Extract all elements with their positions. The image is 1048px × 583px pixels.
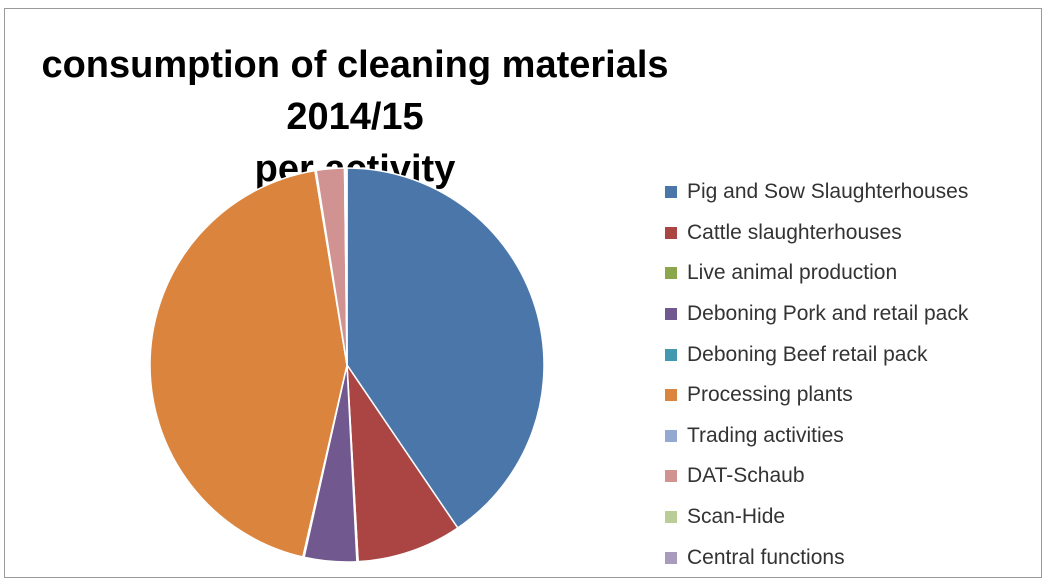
legend-item: DAT-Schaub xyxy=(665,456,968,497)
legend-label: Pig and Sow Slaughterhouses xyxy=(687,180,969,204)
legend-label: Cattle slaughterhouses xyxy=(687,220,902,244)
legend-label: DAT-Schaub xyxy=(687,464,805,488)
legend-swatch xyxy=(665,348,677,361)
legend-label: Trading activities xyxy=(687,423,844,447)
legend-item: Trading activities xyxy=(665,416,968,457)
legend-label: Deboning Beef retail pack xyxy=(687,342,928,366)
legend-swatch xyxy=(665,429,677,442)
pie-chart xyxy=(149,167,545,563)
legend-swatch xyxy=(665,389,677,402)
legend-swatch xyxy=(665,267,677,280)
legend-item: Deboning Beef retail pack xyxy=(665,334,968,375)
pie-slice-6 xyxy=(149,169,348,558)
legend-item: Pig and Sow Slaughterhouses xyxy=(665,172,968,213)
legend-item: Scan-Hide xyxy=(665,497,968,538)
legend-item: Central functions xyxy=(665,537,968,578)
legend-swatch xyxy=(665,511,677,524)
chart-area: consumption of cleaning materials 2014/1… xyxy=(4,8,1042,578)
legend-swatch xyxy=(665,226,677,239)
legend-label: Processing plants xyxy=(687,383,853,407)
legend-label: Live animal production xyxy=(687,261,898,285)
legend-item: Deboning Pork and retail pack xyxy=(665,294,968,335)
legend-swatch xyxy=(665,186,677,199)
legend-item: Processing plants xyxy=(665,375,968,416)
legend-swatch xyxy=(665,470,677,483)
pie-slice-2 xyxy=(346,362,459,563)
chart-legend: Pig and Sow Slaughterhouses Cattle slaugh… xyxy=(665,172,968,578)
pie-slice-10 xyxy=(345,167,348,366)
legend-label: Deboning Pork and retail pack xyxy=(687,302,969,326)
legend-label: Central functions xyxy=(687,545,845,569)
legend-item: Live animal production xyxy=(665,253,968,294)
legend-swatch xyxy=(665,308,677,321)
legend-item: Cattle slaughterhouses xyxy=(665,213,968,254)
pie-slice-1 xyxy=(346,167,545,529)
legend-label: Scan-Hide xyxy=(687,505,786,529)
chart-title-line-1: consumption of cleaning materials 2014/1… xyxy=(41,44,669,138)
chart-title: consumption of cleaning materials 2014/1… xyxy=(5,39,705,195)
legend-swatch xyxy=(665,551,677,564)
